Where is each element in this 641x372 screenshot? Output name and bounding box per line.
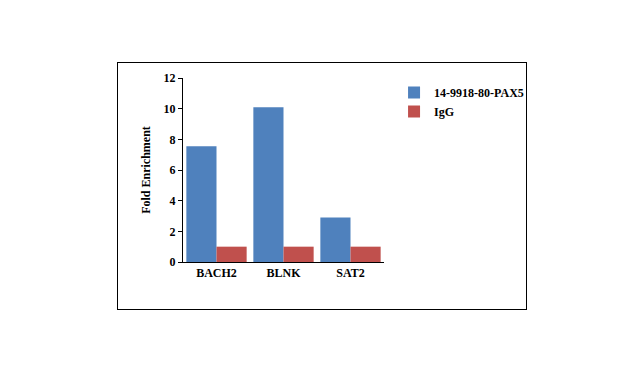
svg-text:14-9918-80-PAX5: 14-9918-80-PAX5: [434, 86, 524, 100]
svg-text:4: 4: [170, 194, 176, 208]
svg-text:Fold Enrichment: Fold Enrichment: [139, 126, 153, 214]
svg-text:BLNK: BLNK: [266, 266, 301, 280]
svg-text:6: 6: [170, 163, 176, 177]
svg-text:BACH2: BACH2: [196, 266, 237, 280]
svg-text:10: 10: [164, 102, 176, 116]
svg-text:SAT2: SAT2: [336, 266, 364, 280]
svg-text:8: 8: [170, 133, 176, 147]
svg-text:IgG: IgG: [434, 105, 454, 119]
svg-text:0: 0: [170, 255, 176, 269]
svg-text:12: 12: [164, 71, 176, 85]
svg-text:2: 2: [170, 225, 176, 239]
